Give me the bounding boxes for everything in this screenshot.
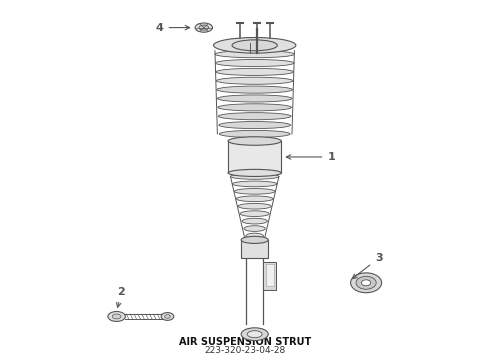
Ellipse shape (228, 137, 281, 145)
Ellipse shape (228, 169, 281, 176)
Ellipse shape (356, 276, 376, 289)
Ellipse shape (218, 104, 292, 111)
Ellipse shape (240, 211, 269, 216)
Ellipse shape (219, 113, 291, 120)
Ellipse shape (214, 37, 296, 53)
Ellipse shape (218, 95, 292, 102)
Ellipse shape (220, 130, 290, 138)
Ellipse shape (216, 68, 294, 76)
Ellipse shape (236, 196, 273, 202)
Text: 3: 3 (352, 253, 383, 279)
Ellipse shape (108, 311, 125, 321)
Ellipse shape (246, 233, 264, 239)
Ellipse shape (215, 51, 294, 58)
Ellipse shape (217, 77, 293, 84)
Ellipse shape (247, 331, 262, 338)
Ellipse shape (219, 122, 291, 129)
Ellipse shape (216, 59, 294, 67)
Ellipse shape (242, 218, 267, 224)
Text: 223-320-23-04-28: 223-320-23-04-28 (204, 346, 286, 355)
Ellipse shape (230, 174, 279, 179)
Ellipse shape (232, 40, 277, 51)
Ellipse shape (234, 189, 275, 194)
Ellipse shape (238, 203, 271, 209)
Ellipse shape (195, 23, 213, 32)
Ellipse shape (165, 315, 171, 318)
Ellipse shape (241, 328, 268, 341)
Ellipse shape (362, 280, 371, 286)
Text: 1: 1 (286, 152, 335, 162)
Bar (264, 261, 275, 290)
Text: AIR SUSPENSION STRUT: AIR SUSPENSION STRUT (179, 337, 311, 347)
Text: 2: 2 (117, 287, 125, 307)
Text: 4: 4 (156, 23, 190, 33)
Bar (241, 240, 268, 258)
Ellipse shape (199, 25, 209, 30)
Ellipse shape (161, 312, 174, 320)
Ellipse shape (112, 314, 121, 319)
Ellipse shape (241, 237, 268, 243)
Bar (228, 141, 281, 173)
Ellipse shape (232, 181, 277, 187)
Ellipse shape (217, 86, 293, 93)
Ellipse shape (244, 226, 266, 231)
Bar (267, 264, 273, 286)
Ellipse shape (351, 273, 382, 293)
Ellipse shape (247, 240, 262, 246)
